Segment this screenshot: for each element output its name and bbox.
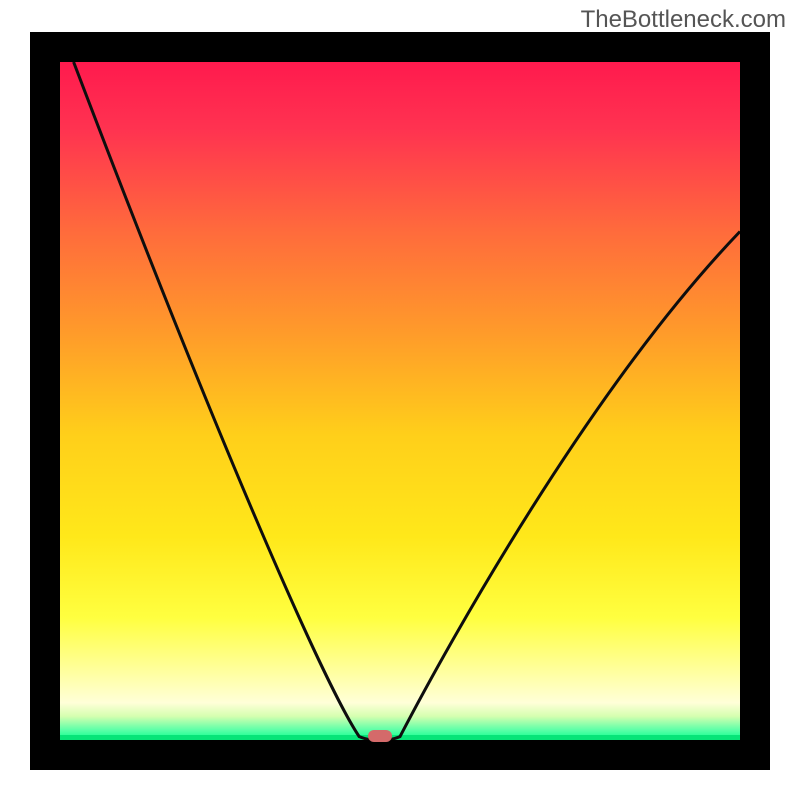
heat-gradient-background: [60, 62, 740, 740]
green-baseline: [60, 735, 740, 740]
plot-area: [30, 32, 770, 770]
optimum-marker: [368, 730, 392, 742]
watermark-text: TheBottleneck.com: [581, 6, 786, 34]
chart-canvas: TheBottleneck.com: [0, 0, 800, 800]
